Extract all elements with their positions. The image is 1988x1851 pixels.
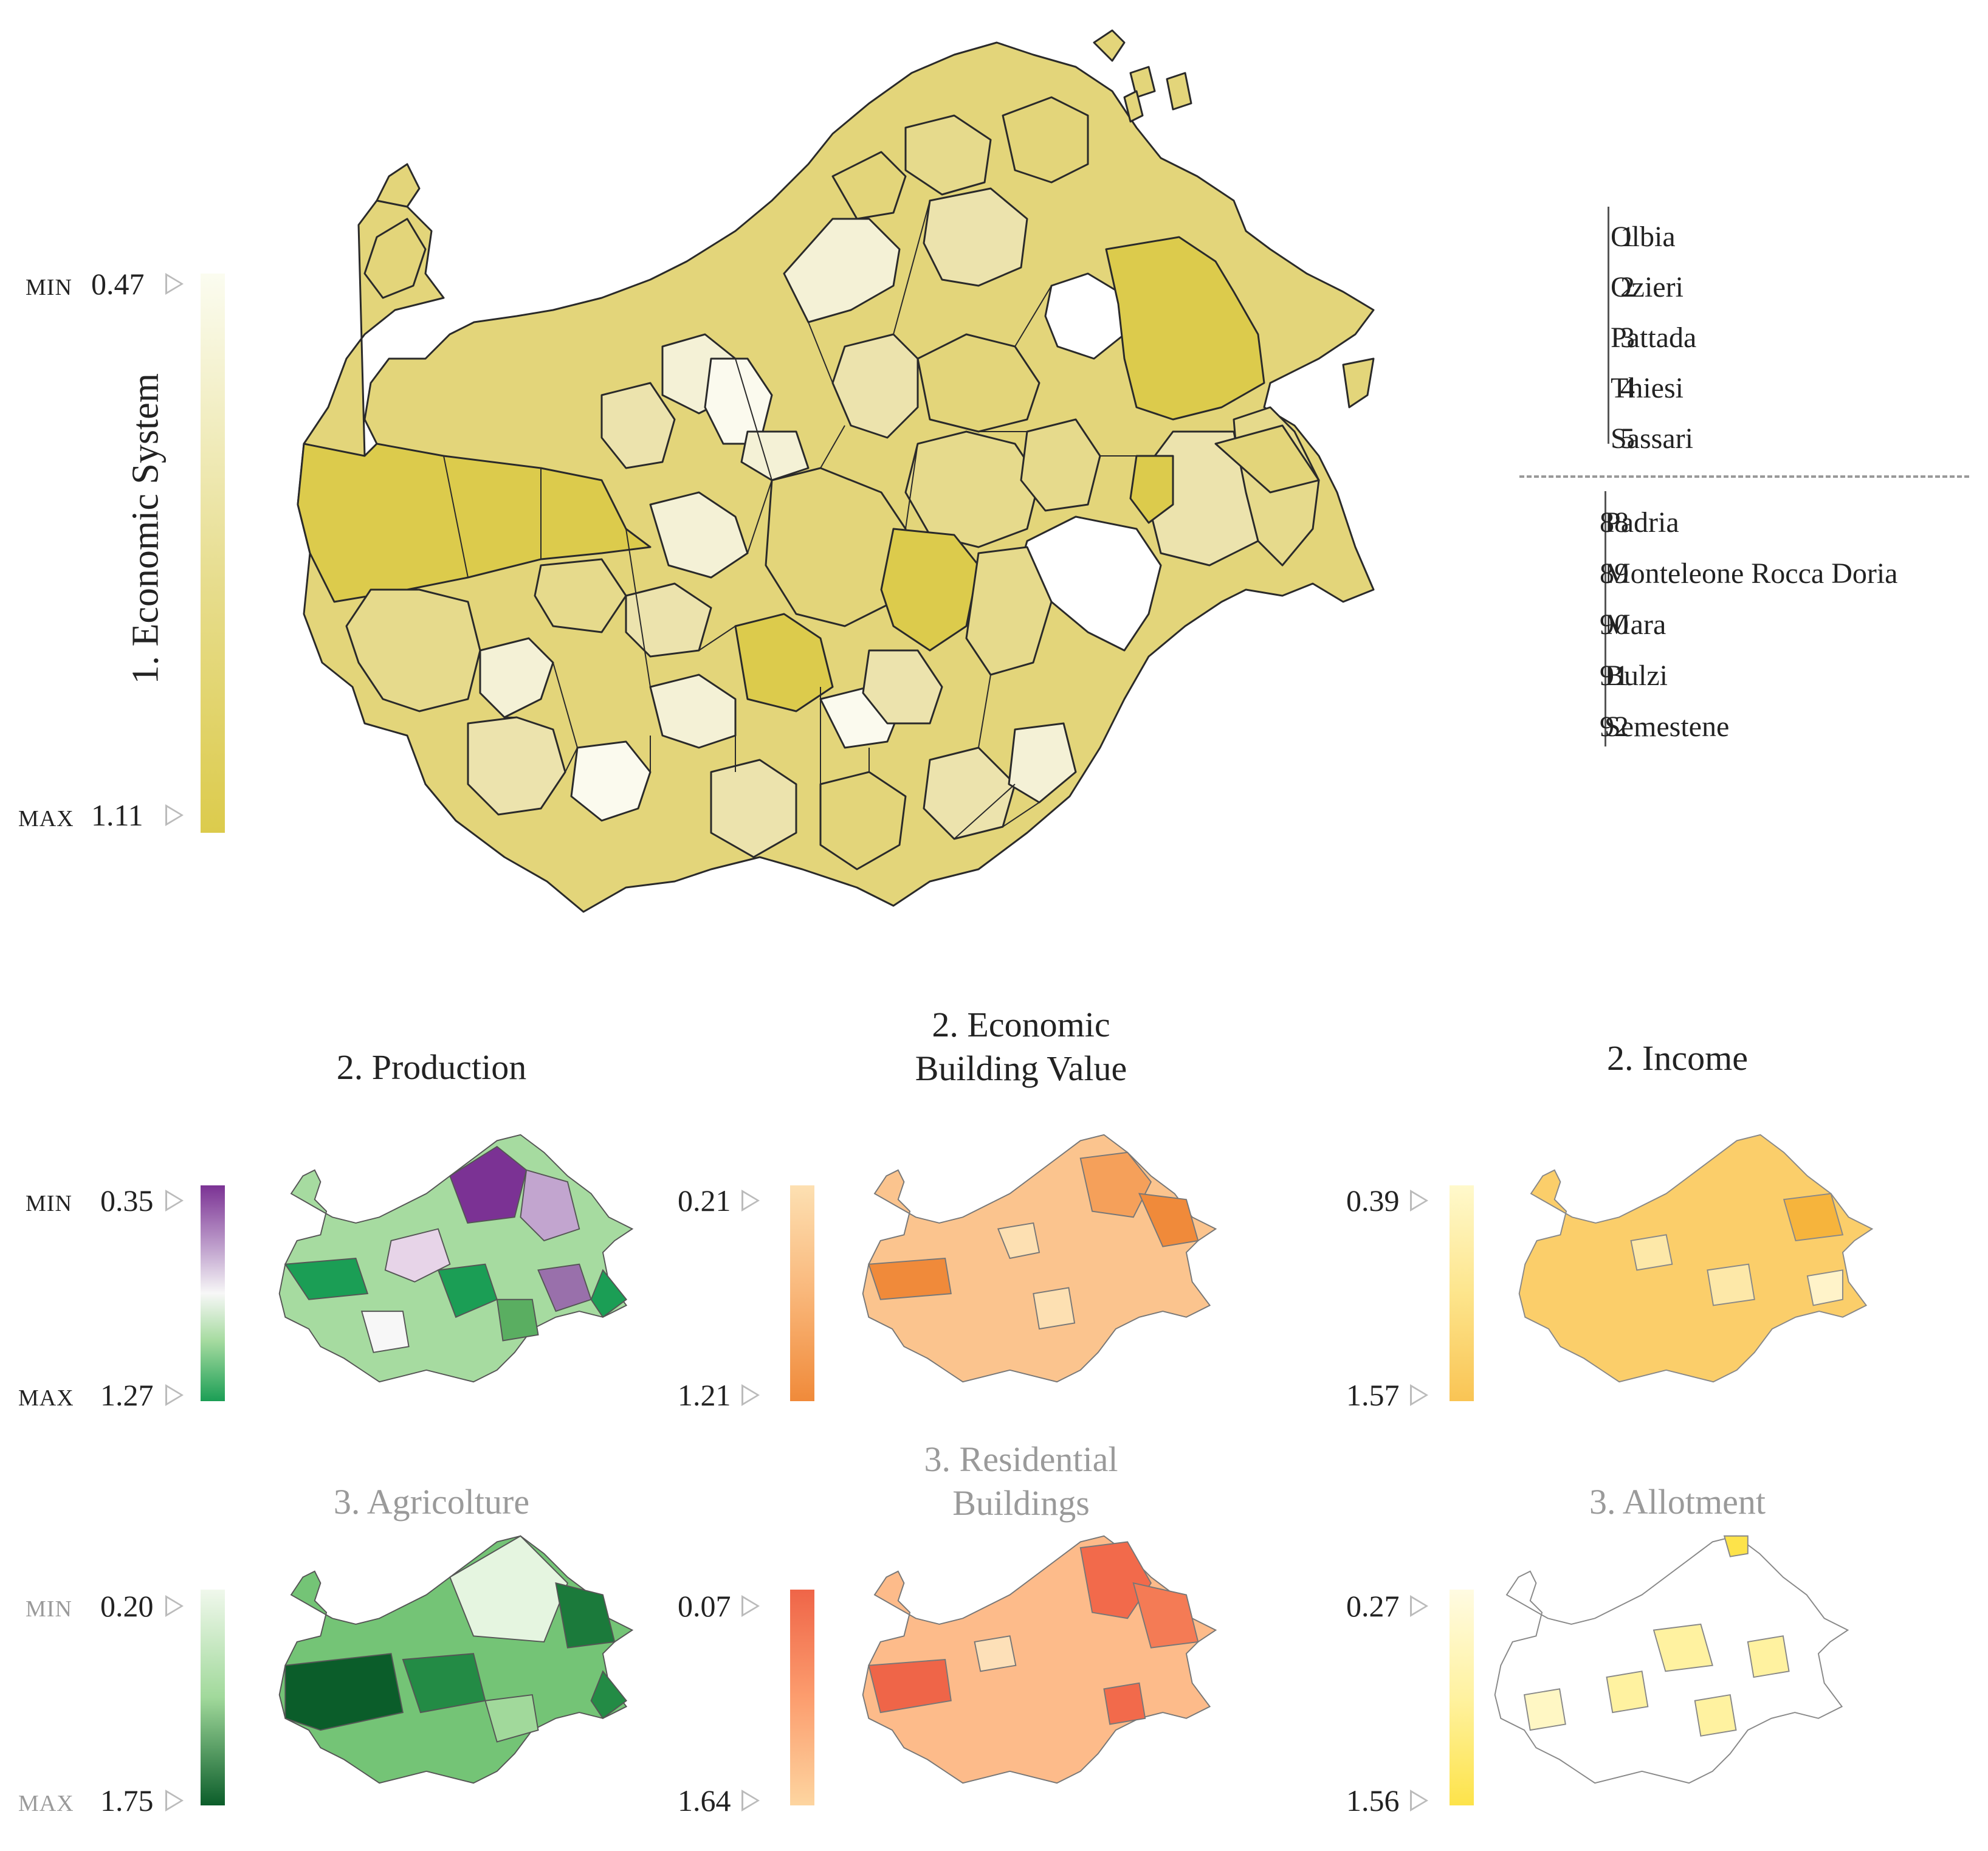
production-min-label: MIN: [26, 1191, 72, 1216]
main-color-scale: [201, 274, 225, 833]
allotment-min-marker-icon: [1410, 1595, 1428, 1617]
building-value-color-scale: [790, 1185, 814, 1401]
income-color-scale: [1450, 1185, 1474, 1401]
building-value-title-line1: 2. Economic: [932, 1005, 1110, 1044]
production-title: 2. Production: [336, 1047, 527, 1087]
income-min-value: 0.39: [1346, 1184, 1400, 1218]
main-max-label: MAX: [18, 806, 74, 832]
production-max-marker-icon: [165, 1384, 184, 1406]
agricolture-color-scale: [201, 1590, 225, 1805]
legend-divider-top: [1608, 207, 1609, 444]
allotment-max-value: 1.56: [1346, 1784, 1400, 1818]
agricolture-min-value: 0.20: [100, 1589, 154, 1623]
residential-max-marker-icon: [741, 1790, 760, 1811]
residential-min-marker-icon: [741, 1595, 760, 1617]
residential-min-value: 0.07: [678, 1589, 731, 1623]
main-min-marker-icon: [165, 273, 184, 295]
allotment-color-scale: [1450, 1590, 1474, 1805]
income-max-marker-icon: [1410, 1384, 1428, 1406]
agricolture-title: 3. Agricolture: [333, 1482, 530, 1522]
production-min-marker-icon: [165, 1190, 184, 1212]
main-max-value: 1.11: [91, 798, 143, 832]
agricolture-min-label: MIN: [26, 1596, 72, 1622]
production-color-scale: [201, 1185, 225, 1401]
income-min-marker-icon: [1410, 1190, 1428, 1212]
main-max-marker-icon: [165, 804, 184, 826]
building-value-min-value: 0.21: [678, 1184, 731, 1218]
agricolture-min-marker-icon: [165, 1595, 184, 1617]
residential-title-line2: Buildings: [952, 1483, 1090, 1523]
agricolture-max-value: 1.75: [100, 1784, 154, 1818]
main-min-label: MIN: [26, 275, 72, 300]
building-value-min-marker-icon: [741, 1190, 760, 1212]
residential-color-scale: [790, 1590, 814, 1805]
legend-divider-bottom: [1605, 491, 1606, 746]
income-max-value: 1.57: [1346, 1378, 1400, 1412]
residential-title: 3. Residential Buildings: [875, 1438, 1167, 1525]
allotment-min-value: 0.27: [1346, 1589, 1400, 1623]
agricolture-max-marker-icon: [165, 1790, 184, 1811]
building-value-title-line2: Building Value: [915, 1049, 1127, 1088]
allotment-title: 3. Allotment: [1589, 1482, 1766, 1522]
income-title: 2. Income: [1607, 1038, 1748, 1078]
production-map: [278, 1134, 633, 1383]
agricolture-max-label: MAX: [18, 1791, 74, 1816]
building-value-max-marker-icon: [741, 1384, 760, 1406]
income-map: [1518, 1134, 1873, 1383]
residential-max-value: 1.64: [678, 1784, 731, 1818]
building-value-max-value: 1.21: [678, 1378, 731, 1412]
production-max-label: MAX: [18, 1385, 74, 1411]
building-value-title: 2. Economic Building Value: [875, 1003, 1167, 1091]
residential-title-line1: 3. Residential: [924, 1439, 1118, 1479]
production-min-value: 0.35: [100, 1184, 154, 1218]
main-map: [297, 29, 1375, 913]
production-max-value: 1.27: [100, 1378, 154, 1412]
allotment-map: [1494, 1535, 1849, 1784]
legend-dashed-separator: [1519, 475, 1969, 478]
residential-map: [862, 1535, 1217, 1784]
agricolture-map: [278, 1535, 633, 1784]
allotment-max-marker-icon: [1410, 1790, 1428, 1811]
main-map-title: 1. Economic System: [125, 373, 167, 684]
main-min-value: 0.47: [91, 267, 145, 301]
building-value-map: [862, 1134, 1217, 1383]
